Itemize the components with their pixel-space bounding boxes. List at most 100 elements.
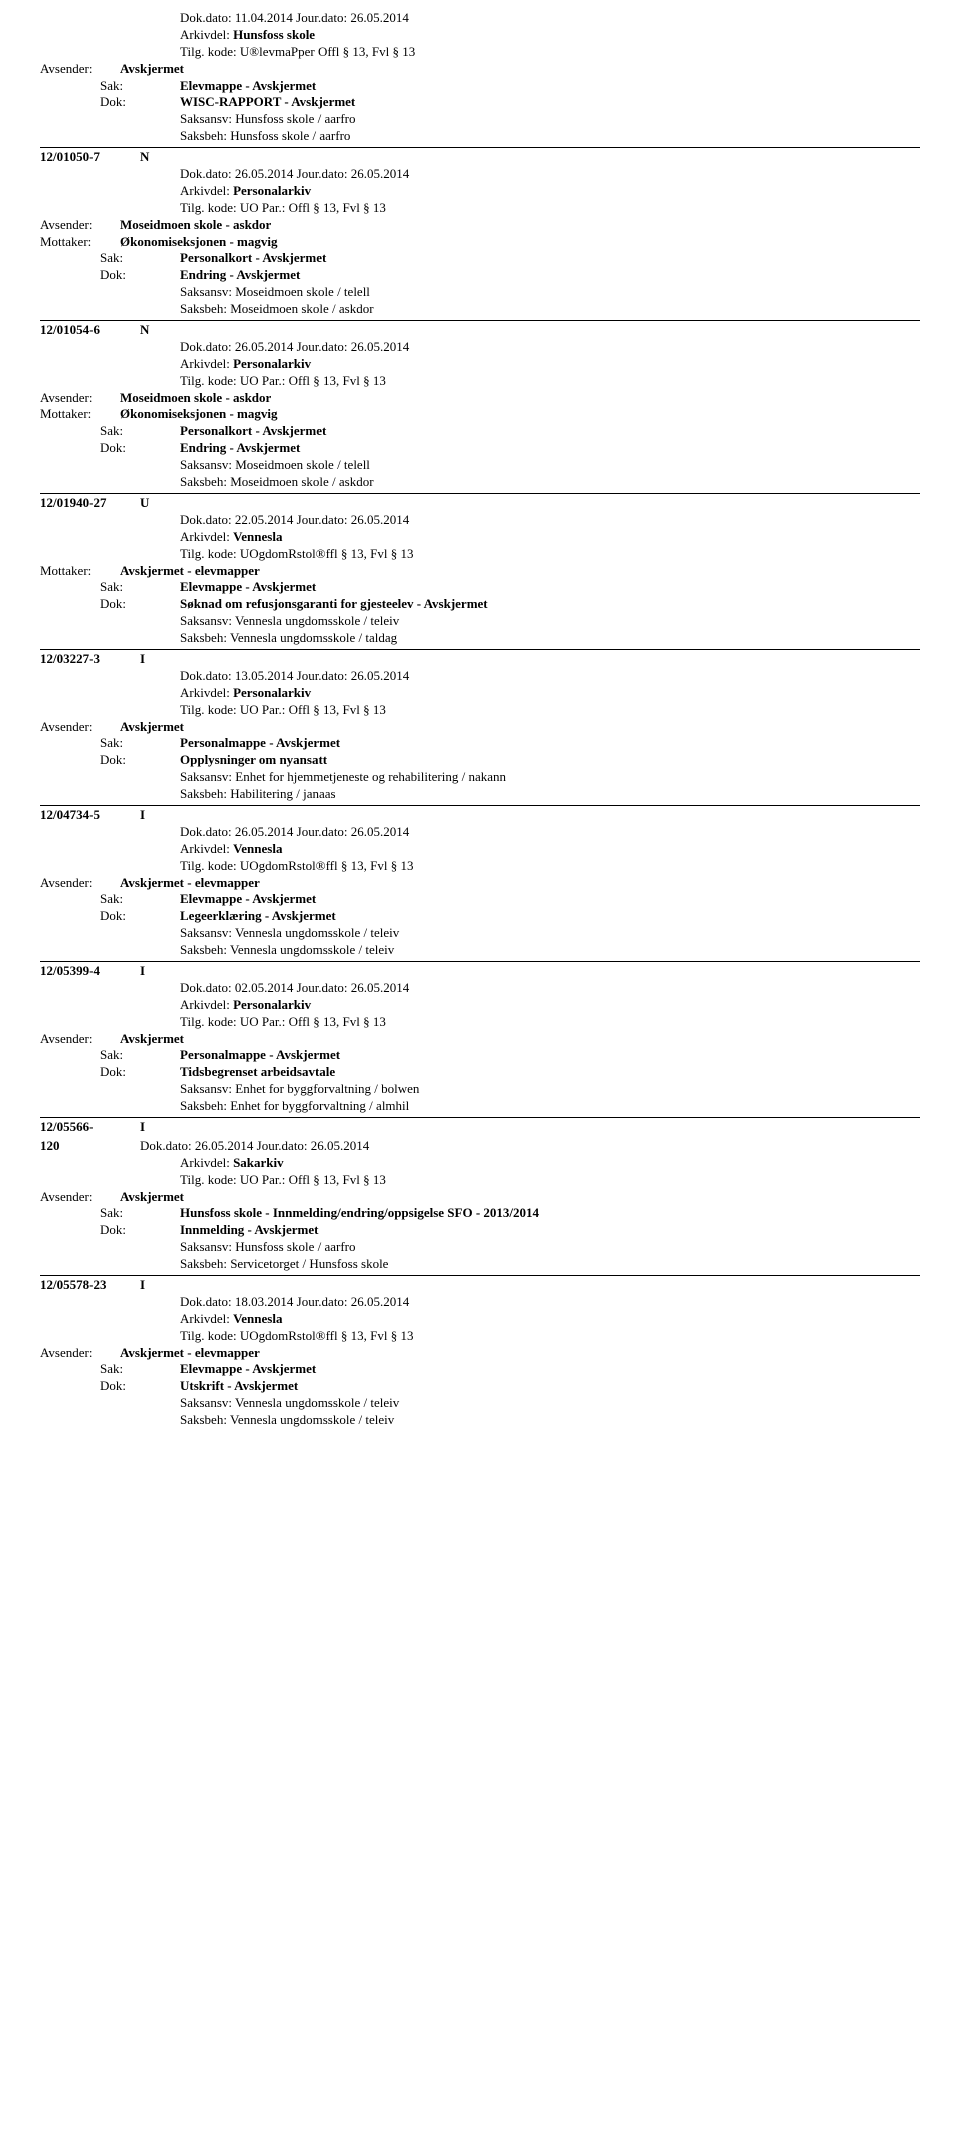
tilg-kode-value: U®levmaPper <box>240 44 315 59</box>
doc-type: I <box>140 1119 145 1134</box>
saksbeh-value: Saksbeh: Moseidmoen skole / askdor <box>180 301 374 318</box>
tilg-kode-label: Tilg. kode: <box>180 1014 240 1029</box>
sak-value: Personalkort - Avskjermet <box>180 250 326 267</box>
dok-line: Dok:Utskrift - Avskjermet <box>100 1378 920 1395</box>
case-details: I <box>140 651 920 668</box>
case-details: I <box>140 1277 920 1294</box>
mottaker-row: Mottaker:Økonomiseksjonen - magvig <box>40 234 920 251</box>
sak-dok-block: Sak:Personalmappe - AvskjermetDok:Opplys… <box>40 735 920 803</box>
avsender-label: Avsender: <box>40 61 120 78</box>
arkivdel-line: Arkivdel: Sakarkiv <box>180 1155 920 1172</box>
archive-block: Arkivdel: VenneslaTilg. kode: UOgdomRsto… <box>40 841 920 875</box>
saksansv-line: Saksansv: Enhet for byggforvaltning / bo… <box>100 1081 920 1098</box>
sak-line: Sak:Personalmappe - Avskjermet <box>100 1047 920 1064</box>
saksansv-value: Saksansv: Enhet for byggforvaltning / bo… <box>180 1081 419 1098</box>
doc-type: I <box>140 651 145 666</box>
sak-value: Elevmappe - Avskjermet <box>180 78 316 95</box>
arkivdel-value: Personalarkiv <box>233 356 311 371</box>
tilg-kode-line: Tilg. kode: UOgdomRstol®ffl § 13, Fvl § … <box>180 546 920 563</box>
case-header-row-2: 120Dok.dato: 26.05.2014 Jour.dato: 26.05… <box>40 1137 920 1155</box>
case-number-cont: 120 <box>40 1138 140 1155</box>
dok-line: Dok:Søknad om refusjonsgaranti for gjest… <box>100 596 920 613</box>
sak-line: Sak:Personalkort - Avskjermet <box>100 423 920 440</box>
arkivdel-value: Vennesla <box>233 1311 282 1326</box>
dok-value: Legeerklæring - Avskjermet <box>180 908 336 925</box>
date-line: Dok.dato: 18.03.2014 Jour.dato: 26.05.20… <box>40 1294 920 1311</box>
mottaker-name: Avskjermet <box>120 563 184 578</box>
sak-value: Elevmappe - Avskjermet <box>180 579 316 596</box>
doc-type: U <box>140 495 149 510</box>
sak-value: Personalmappe - Avskjermet <box>180 735 340 752</box>
doc-type: I <box>140 963 145 978</box>
arkivdel-line: Arkivdel: Personalarkiv <box>180 685 920 702</box>
case-details: I <box>140 1119 920 1136</box>
dok-label: Dok: <box>100 596 180 613</box>
avsender-label: Avsender: <box>40 217 120 234</box>
avsender-value: Avskjermet <box>120 1031 920 1048</box>
avsender-row: Avsender:Avskjermet <box>40 719 920 736</box>
tilg-kode-label: Tilg. kode: <box>180 702 240 717</box>
saksansv-line: Saksansv: Moseidmoen skole / telell <box>100 457 920 474</box>
dok-value: Tidsbegrenset arbeidsavtale <box>180 1064 335 1081</box>
sak-dok-block: Sak:Elevmappe - AvskjermetDok:Legeerklær… <box>40 891 920 959</box>
arkivdel-label: Arkivdel: <box>180 685 233 700</box>
saksansv-line: Saksansv: Hunsfoss skole / aarfro <box>100 111 920 128</box>
doc-type: I <box>140 1277 145 1292</box>
tilg-kode-uo: UO <box>240 1172 262 1187</box>
sak-value: Hunsfoss skole - Innmelding/endring/opps… <box>180 1205 539 1222</box>
arkivdel-line: Arkivdel: Personalarkiv <box>180 183 920 200</box>
avsender-label: Avsender: <box>40 719 120 736</box>
sak-dok-block: Sak:Elevmappe - AvskjermetDok:Søknad om … <box>40 579 920 647</box>
sak-dok-block: Sak:Personalkort - AvskjermetDok:Endring… <box>40 423 920 491</box>
date-line: Dok.dato: 13.05.2014 Jour.dato: 26.05.20… <box>40 668 920 685</box>
tilg-kode-uo: UO <box>240 200 262 215</box>
tilg-kode-line: Tilg. kode: UO Par.: Offl § 13, Fvl § 13 <box>180 373 920 390</box>
arkivdel-label: Arkivdel: <box>180 27 233 42</box>
tilg-kode-line: Tilg. kode: UOgdomRstol®ffl § 13, Fvl § … <box>180 1328 920 1345</box>
saksbeh-line: Saksbeh: Enhet for byggforvaltning / alm… <box>100 1098 920 1115</box>
dok-value: Endring - Avskjermet <box>180 267 300 284</box>
suffix-text: - elevmapper <box>184 1345 260 1360</box>
sak-value: Personalmappe - Avskjermet <box>180 1047 340 1064</box>
tilg-kode-line: Tilg. kode: UO Par.: Offl § 13, Fvl § 13 <box>180 1014 920 1031</box>
avsender-row: Avsender:Avskjermet <box>40 1031 920 1048</box>
dok-line: Dok:Innmelding - Avskjermet <box>100 1222 920 1239</box>
case-header-row: 12/05399-4I <box>40 961 920 980</box>
journal-entry: 12/05566-I 120Dok.dato: 26.05.2014 Jour.d… <box>40 1117 920 1273</box>
journal-entry: 12/05399-4IDok.dato: 02.05.2014 Jour.dat… <box>40 961 920 1115</box>
arkivdel-line: Arkivdel: Hunsfoss skole <box>180 27 920 44</box>
tilg-kode-line: Tilg. kode: UO Par.: Offl § 13, Fvl § 13 <box>180 200 920 217</box>
saksansv-line: Saksansv: Vennesla ungdomsskole / teleiv <box>100 613 920 630</box>
tilg-kode-line: Tilg. kode: UO Par.: Offl § 13, Fvl § 13 <box>180 1172 920 1189</box>
arkivdel-line: Arkivdel: Vennesla <box>180 529 920 546</box>
dok-label: Dok: <box>100 908 180 925</box>
avsender-row: Avsender:Moseidmoen skole - askdor <box>40 217 920 234</box>
archive-block: Arkivdel: PersonalarkivTilg. kode: UO Pa… <box>40 685 920 719</box>
avsender-value: Avskjermet - elevmapper <box>120 1345 920 1362</box>
case-header-row: 12/01940-27U <box>40 493 920 512</box>
saksansv-value: Saksansv: Vennesla ungdomsskole / teleiv <box>180 613 399 630</box>
sak-label: Sak: <box>100 1047 180 1064</box>
dok-line: Dok:Endring - Avskjermet <box>100 267 920 284</box>
tilg-kode-label: Tilg. kode: <box>180 1172 240 1187</box>
saksbeh-line: Saksbeh: Moseidmoen skole / askdor <box>100 474 920 491</box>
avsender-name: Avskjermet <box>120 875 184 890</box>
dok-label: Dok: <box>100 1222 180 1239</box>
case-number: 12/05566- <box>40 1119 140 1136</box>
mottaker-name: Økonomiseksjonen - magvig <box>120 234 277 249</box>
avsender-value: Avskjermet - elevmapper <box>120 875 920 892</box>
arkivdel-label: Arkivdel: <box>180 529 233 544</box>
saksbeh-line: Saksbeh: Hunsfoss skole / aarfro <box>100 128 920 145</box>
sak-value: Personalkort - Avskjermet <box>180 423 326 440</box>
date-line: Dok.dato: 22.05.2014 Jour.dato: 26.05.20… <box>40 512 920 529</box>
sak-line: Sak:Personalkort - Avskjermet <box>100 250 920 267</box>
tilg-kode-label: Tilg. kode: <box>180 546 240 561</box>
case-number: 12/04734-5 <box>40 807 140 824</box>
archive-block: Arkivdel: PersonalarkivTilg. kode: UO Pa… <box>40 183 920 217</box>
mottaker-row: Mottaker:Avskjermet - elevmapper <box>40 563 920 580</box>
journal-entry: 12/04734-5IDok.dato: 26.05.2014 Jour.dat… <box>40 805 920 959</box>
avsender-name: Avskjermet <box>120 1345 184 1360</box>
saksbeh-line: Saksbeh: Moseidmoen skole / askdor <box>100 301 920 318</box>
dok-line: Dok:WISC-RAPPORT - Avskjermet <box>100 94 920 111</box>
sak-dok-block: Sak:Elevmappe - AvskjermetDok:Utskrift -… <box>40 1361 920 1429</box>
